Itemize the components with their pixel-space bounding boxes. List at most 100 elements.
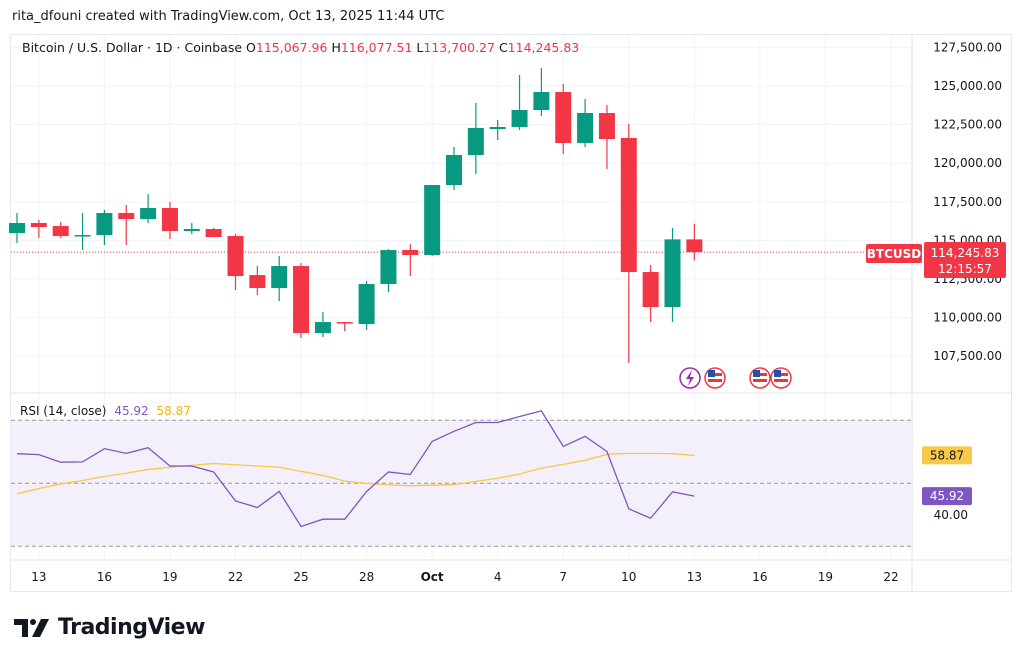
flag-canton <box>708 370 715 377</box>
candle <box>402 244 419 277</box>
high-label: H <box>331 40 341 55</box>
y-tick-label: 120,000.00 <box>933 156 1002 170</box>
x-tick-label: 10 <box>621 570 636 584</box>
rsi-line <box>16 410 695 528</box>
chart-frame <box>10 34 1012 592</box>
x-tick-label: 7 <box>559 570 567 584</box>
lightning-glyph <box>686 370 694 386</box>
tradingview-logo[interactable]: TradingView <box>14 615 205 640</box>
candle-body <box>9 223 25 234</box>
candle-body <box>293 266 310 334</box>
candle <box>118 205 135 246</box>
candle <box>686 223 703 261</box>
candle <box>664 228 681 323</box>
candle <box>30 220 47 239</box>
rsi-title: RSI (14, close) <box>20 404 107 418</box>
y-tick-label: 117,500.00 <box>933 195 1002 209</box>
x-tick-label: 22 <box>228 570 243 584</box>
rsi-ma-axis-label-bg <box>922 446 972 465</box>
candle-body <box>314 322 331 334</box>
candle-body <box>533 92 550 110</box>
symbol-label: Bitcoin / U.S. Dollar · 1D · Coinbase <box>22 40 243 55</box>
candle <box>577 99 594 148</box>
candle-body <box>118 213 135 220</box>
high-value: 116,077.51 <box>340 40 413 55</box>
candle-body <box>52 226 69 237</box>
close-value: 114,245.83 <box>507 40 580 55</box>
candle <box>205 228 222 238</box>
x-tick-label: 4 <box>494 570 502 584</box>
us-flag-icon <box>704 367 726 389</box>
candle <box>52 222 69 239</box>
candle-body <box>686 239 703 253</box>
candle <box>336 322 353 332</box>
rsi-legend: RSI (14, close) 45.92 58.87 <box>20 404 191 418</box>
y-tick-label: 127,500.00 <box>933 40 1002 54</box>
candle-body <box>489 127 506 130</box>
rsi-value: 45.92 <box>114 404 149 418</box>
ohlc-legend: Bitcoin / U.S. Dollar · 1D · Coinbase O1… <box>22 40 579 55</box>
candle <box>9 213 25 244</box>
candle-body <box>664 239 681 308</box>
candle-body <box>74 235 91 237</box>
candle <box>424 185 441 257</box>
tradingview-logo-icon <box>14 618 49 637</box>
open-value: 115,067.96 <box>255 40 328 55</box>
ticker-label-bg <box>866 244 922 263</box>
flag-canton <box>753 370 760 377</box>
ticker-label: BTCUSD <box>867 247 922 261</box>
x-tick-label: Oct <box>421 570 444 584</box>
candle <box>314 312 331 338</box>
candle <box>467 103 484 175</box>
candle-body <box>620 138 637 273</box>
candle <box>183 223 200 235</box>
candle-body <box>161 208 178 232</box>
candle-body <box>183 229 200 232</box>
candle-body <box>30 223 47 228</box>
candle-body <box>467 128 484 156</box>
candle <box>74 213 91 251</box>
candle <box>380 249 397 293</box>
candle <box>249 266 266 296</box>
candle <box>293 263 310 339</box>
flag-stripe <box>753 379 767 382</box>
candle-body <box>555 92 572 144</box>
candle-body <box>380 250 397 285</box>
low-value: 113,700.27 <box>423 40 495 55</box>
candle-body <box>402 250 419 256</box>
candle-body <box>249 275 266 289</box>
candle-body <box>336 322 353 324</box>
rsi-ma-axis-label: 58.87 <box>930 448 964 462</box>
close-label: C <box>498 40 508 55</box>
candle <box>598 105 615 170</box>
last-price-label-bg <box>924 242 1006 278</box>
candle-body <box>358 284 375 325</box>
candle <box>96 210 113 246</box>
x-tick-label: 13 <box>31 570 46 584</box>
candle-body <box>140 208 157 220</box>
rsi-axis-label-bg <box>922 487 972 506</box>
candle <box>140 194 157 224</box>
x-tick-label: 13 <box>687 570 702 584</box>
candle <box>227 234 244 291</box>
x-tick-label: 16 <box>97 570 112 584</box>
candle <box>489 120 506 141</box>
candle <box>358 281 375 331</box>
y-tick-label: 107,500.00 <box>933 349 1002 363</box>
rsi-ma-line <box>16 452 695 495</box>
last-price-label: 114,245.83 <box>931 246 1000 260</box>
flag-canton <box>774 370 781 377</box>
candle-body <box>205 229 222 238</box>
candle-body <box>446 155 462 186</box>
y-tick-label: 125,000.00 <box>933 79 1002 93</box>
low-label: L <box>416 40 424 55</box>
candle <box>642 265 659 323</box>
candle <box>555 83 572 155</box>
candle <box>511 75 528 131</box>
candle <box>620 124 637 364</box>
candle-body <box>577 113 594 144</box>
chart-credit: rita_dfouni created with TradingView.com… <box>12 9 445 24</box>
candle-body <box>227 236 244 277</box>
rsi-y-tick-label: 40.00 <box>934 508 968 522</box>
